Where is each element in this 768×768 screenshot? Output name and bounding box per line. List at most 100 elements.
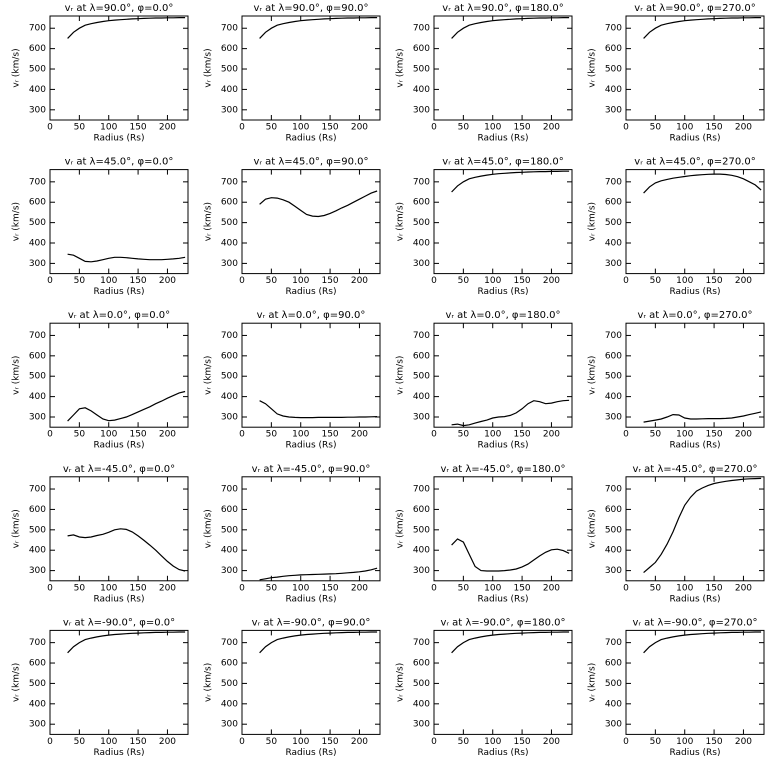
y-tick-label: 600 xyxy=(413,659,430,669)
x-tick-label: 200 xyxy=(543,276,560,286)
panel-title: vᵣ at λ=-45.0°, φ=180.0° xyxy=(440,464,565,475)
plot-frame xyxy=(433,169,573,275)
x-tick-label: 100 xyxy=(676,737,693,747)
plot-frame xyxy=(433,476,573,582)
x-tick-label: 100 xyxy=(484,430,501,440)
x-tick-label: 150 xyxy=(513,583,530,593)
plot-area xyxy=(67,631,186,654)
y-tick-label: 500 xyxy=(221,525,238,535)
y-tick-label: 500 xyxy=(221,679,238,689)
y-tick-label: 600 xyxy=(605,351,622,361)
plot-frame xyxy=(433,322,573,428)
y-tick-label: 600 xyxy=(413,351,430,361)
x-axis-label: Radius (Rs) xyxy=(285,134,336,144)
y-axis-label: vᵣ (km/s) xyxy=(396,202,406,241)
data-line xyxy=(67,390,186,422)
y-tick-label: 500 xyxy=(413,65,430,75)
y-tick-label: 600 xyxy=(605,198,622,208)
y-axis-label: vᵣ (km/s) xyxy=(588,663,598,702)
y-axis-label: vᵣ (km/s) xyxy=(204,356,214,395)
panel: vᵣ at λ=-45.0°, φ=90.0° 0 50 100 150 200 300 40… xyxy=(204,464,381,604)
x-axis-label: Radius (Rs) xyxy=(477,134,528,144)
y-tick-label: 300 xyxy=(221,259,238,269)
y-tick-label: 400 xyxy=(413,546,430,556)
plot-area xyxy=(643,173,762,194)
y-tick-label: 600 xyxy=(29,44,46,54)
y-tick-label: 400 xyxy=(29,699,46,709)
x-axis-label: Radius (Rs) xyxy=(477,287,528,297)
panel-title: vᵣ at λ=45.0°, φ=90.0° xyxy=(253,157,368,168)
x-axis-label: Radius (Rs) xyxy=(285,594,336,604)
panel: vᵣ at λ=90.0°, φ=90.0° 0 50 100 150 200 300 400… xyxy=(204,3,381,144)
x-axis-label: Radius (Rs) xyxy=(285,441,336,451)
plot-frame xyxy=(241,476,381,582)
y-tick-label: 300 xyxy=(29,105,46,115)
x-axis-label: Radius (Rs) xyxy=(669,134,720,144)
y-tick-label: 300 xyxy=(413,720,430,730)
panel: vᵣ at λ=90.0°, φ=180.0° 0 50 100 150 200 300 40… xyxy=(396,3,573,144)
x-tick-label: 200 xyxy=(159,276,176,286)
y-tick-label: 700 xyxy=(605,331,622,341)
panel-title: vᵣ at λ=-90.0°, φ=270.0° xyxy=(632,617,757,628)
x-tick-label: 100 xyxy=(484,737,501,747)
y-axis-label: vᵣ (km/s) xyxy=(588,48,598,87)
plot-area xyxy=(67,390,186,422)
x-tick-label: 150 xyxy=(705,430,722,440)
y-tick-label: 300 xyxy=(29,566,46,576)
y-tick-label: 300 xyxy=(221,720,238,730)
y-axis-label: vᵣ (km/s) xyxy=(12,48,22,87)
data-line xyxy=(67,528,186,572)
panel: vᵣ at λ=45.0°, φ=270.0° 0 50 100 150 200 300 40… xyxy=(588,157,765,297)
plot-area xyxy=(643,17,762,39)
y-tick-label: 600 xyxy=(29,505,46,515)
plot-area xyxy=(259,400,378,419)
data-line xyxy=(67,631,186,654)
panel-title: vᵣ at λ=0.0°, φ=180.0° xyxy=(445,310,560,321)
plot-area xyxy=(451,17,570,39)
y-tick-label: 700 xyxy=(221,331,238,341)
y-tick-label: 500 xyxy=(413,372,430,382)
plot-area xyxy=(643,477,762,574)
y-tick-label: 400 xyxy=(605,239,622,249)
y-tick-label: 300 xyxy=(221,105,238,115)
panel-title: vᵣ at λ=-90.0°, φ=180.0° xyxy=(440,617,565,628)
panel-title: vᵣ at λ=45.0°, φ=270.0° xyxy=(634,157,755,168)
y-tick-label: 400 xyxy=(29,85,46,95)
panel-title: vᵣ at λ=0.0°, φ=0.0° xyxy=(68,310,170,321)
panel: vᵣ at λ=-90.0°, φ=270.0° 0 50 100 150 200 300 4… xyxy=(588,617,765,758)
panel: vᵣ at λ=90.0°, φ=270.0° 0 50 100 150 200 300 40… xyxy=(588,3,765,144)
panel-title: vᵣ at λ=90.0°, φ=270.0° xyxy=(634,3,755,14)
y-axis-label: vᵣ (km/s) xyxy=(396,356,406,395)
plot-frame xyxy=(433,15,573,121)
x-tick-label: 50 xyxy=(650,123,662,133)
plot-frame xyxy=(49,15,189,121)
x-axis-label: Radius (Rs) xyxy=(93,594,144,604)
x-tick-label: 50 xyxy=(458,430,470,440)
y-tick-label: 300 xyxy=(605,413,622,423)
panel: vᵣ at λ=45.0°, φ=0.0° 0 50 100 150 200 300 400 5… xyxy=(12,157,189,297)
y-tick-label: 400 xyxy=(221,85,238,95)
x-tick-label: 150 xyxy=(129,123,146,133)
x-tick-label: 150 xyxy=(513,123,530,133)
panel-title: vᵣ at λ=90.0°, φ=90.0° xyxy=(253,3,368,14)
x-tick-label: 100 xyxy=(100,430,117,440)
y-tick-label: 500 xyxy=(605,65,622,75)
y-axis-label: vᵣ (km/s) xyxy=(12,202,22,241)
x-tick-label: 100 xyxy=(100,737,117,747)
x-tick-label: 200 xyxy=(351,583,368,593)
panel: vᵣ at λ=0.0°, φ=90.0° 0 50 100 150 200 300 400 5… xyxy=(204,310,381,451)
y-tick-label: 300 xyxy=(605,720,622,730)
panel: vᵣ at λ=45.0°, φ=90.0° 0 50 100 150 200 300 400… xyxy=(204,157,381,297)
y-tick-label: 400 xyxy=(605,85,622,95)
panel-title: vᵣ at λ=45.0°, φ=180.0° xyxy=(442,157,563,168)
y-tick-label: 700 xyxy=(413,638,430,648)
x-tick-label: 200 xyxy=(735,583,752,593)
x-tick-label: 100 xyxy=(676,123,693,133)
x-tick-label: 50 xyxy=(650,583,662,593)
y-tick-label: 400 xyxy=(221,392,238,402)
y-tick-label: 500 xyxy=(221,218,238,228)
y-axis-label: vᵣ (km/s) xyxy=(12,356,22,395)
data-line xyxy=(643,411,762,423)
y-tick-label: 500 xyxy=(29,525,46,535)
plot-frame xyxy=(241,169,381,275)
